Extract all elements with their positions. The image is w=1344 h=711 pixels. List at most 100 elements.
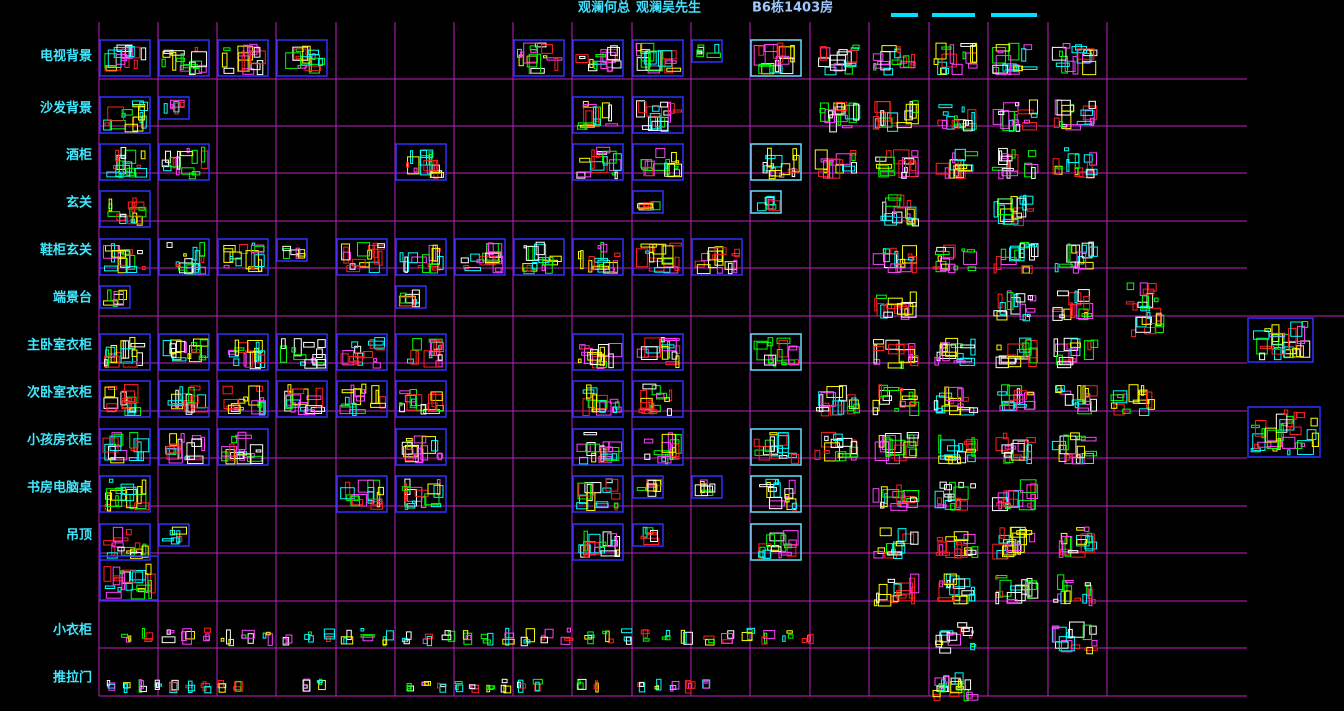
drawing-part (621, 628, 633, 634)
drawing-part (957, 403, 964, 408)
drawing-part (910, 159, 917, 172)
drawing-part (999, 579, 1012, 597)
drawing-part (1001, 167, 1014, 172)
drawing-part (600, 445, 605, 462)
drawing-part (431, 267, 441, 271)
drawing-part (1011, 119, 1019, 126)
drawing-part (592, 106, 597, 125)
drawing-frame (158, 523, 190, 547)
drawing-part (542, 256, 554, 266)
drawing-part (911, 150, 919, 157)
drawing-part (1051, 46, 1067, 61)
drawing-frame (454, 238, 506, 276)
drawing-part (262, 632, 267, 639)
drawing-part (910, 573, 920, 594)
drawing-part (367, 491, 374, 502)
drawing-part (608, 353, 614, 369)
drawing-part (647, 479, 657, 497)
drawing-part (342, 350, 354, 366)
drawing-part (308, 57, 325, 65)
drawing-part (962, 626, 973, 636)
drawing-part (587, 399, 596, 408)
drawing-part (714, 43, 720, 54)
drawing-part (1026, 437, 1036, 443)
drawing-part (1077, 400, 1092, 415)
drawing-part (111, 545, 116, 556)
drawing-part (1065, 579, 1074, 584)
drawing-part (431, 164, 440, 174)
drawing-part (1269, 332, 1286, 338)
drawing-part (115, 53, 126, 65)
drawing-part (187, 353, 192, 359)
drawing-part (351, 341, 359, 349)
drawing-part (142, 543, 147, 555)
drawing-frame (158, 238, 210, 276)
drawing-part (500, 684, 507, 693)
drawing-part (199, 339, 209, 359)
drawing-part (664, 635, 671, 641)
drawing-part (1025, 338, 1032, 356)
drawing-part (586, 384, 592, 399)
drawing-part (1008, 489, 1024, 507)
drawing-part (1030, 493, 1037, 510)
drawing-part (1080, 533, 1095, 554)
drawing-frame (158, 380, 210, 418)
drawing-part (316, 680, 323, 684)
drawing-part (179, 101, 185, 107)
drawing-part (1024, 580, 1037, 590)
drawing-part (648, 257, 665, 272)
drawing-part (118, 160, 124, 179)
drawing-part (583, 431, 598, 436)
drawing-part (1252, 330, 1270, 340)
row-label: 小衣柜 (53, 622, 92, 638)
row-labels: 电视背景沙发背景酒柜玄关鞋柜玄关端景台主卧室衣柜次卧室衣柜小孩房衣柜书房电脑桌吊… (27, 48, 93, 686)
drawing-part (126, 167, 135, 176)
drawing-part (136, 584, 153, 592)
drawing-part (585, 110, 593, 125)
drawing-part (906, 200, 912, 209)
drawing-part (1023, 44, 1033, 51)
drawing-part (894, 407, 899, 412)
drawing-part (1075, 454, 1081, 464)
drawing-part (1074, 290, 1078, 304)
drawing-part (579, 56, 586, 60)
drawing-part (104, 122, 110, 127)
drawing-part (612, 260, 619, 273)
drawing-part (399, 296, 416, 307)
drawing-part (435, 404, 444, 412)
drawing-part (535, 241, 545, 256)
drawing-part (134, 502, 150, 511)
drawing-frame (750, 39, 802, 77)
drawing-part (123, 384, 139, 404)
drawing-part (251, 251, 255, 270)
drawing-part (614, 502, 618, 511)
drawing-part (184, 258, 193, 275)
drawing-part (235, 434, 252, 439)
drawing-frame (217, 333, 269, 371)
drawing-part (1296, 412, 1306, 419)
drawing-part (462, 630, 469, 640)
drawing-part (1051, 625, 1060, 630)
drawing-part (526, 264, 532, 272)
drawing-part (721, 633, 733, 644)
drawing-part (1066, 244, 1081, 263)
drawing-part (529, 45, 538, 51)
drawing-part (995, 590, 1004, 599)
drawing-part (951, 119, 960, 129)
drawing-part (523, 639, 531, 644)
drawing-part (361, 383, 367, 394)
drawing-part (957, 396, 969, 402)
drawing-part (1138, 391, 1148, 395)
drawing-part (952, 578, 966, 589)
drawing-part (410, 349, 419, 365)
drawing-part (225, 449, 236, 465)
drawing-part (136, 352, 143, 366)
drawing-part (604, 267, 615, 273)
drawing-part (437, 354, 443, 361)
drawing-part (939, 647, 952, 654)
drawing-part (850, 150, 857, 156)
drawing-part (963, 120, 973, 132)
drawing-part (970, 44, 978, 63)
drawing-part (900, 360, 904, 370)
drawing-part (1289, 426, 1302, 436)
